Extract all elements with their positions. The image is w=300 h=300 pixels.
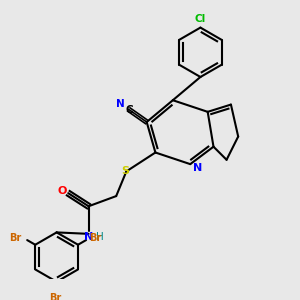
Text: Cl: Cl <box>195 14 206 24</box>
Text: N: N <box>84 232 93 242</box>
Text: S: S <box>121 166 129 176</box>
Text: N: N <box>193 164 202 173</box>
Text: Br: Br <box>89 233 101 243</box>
Text: O: O <box>58 186 67 196</box>
Text: H: H <box>96 232 104 242</box>
Text: Br: Br <box>49 293 61 300</box>
Text: C: C <box>125 105 133 115</box>
Text: Br: Br <box>10 233 22 243</box>
Text: N: N <box>116 99 125 109</box>
